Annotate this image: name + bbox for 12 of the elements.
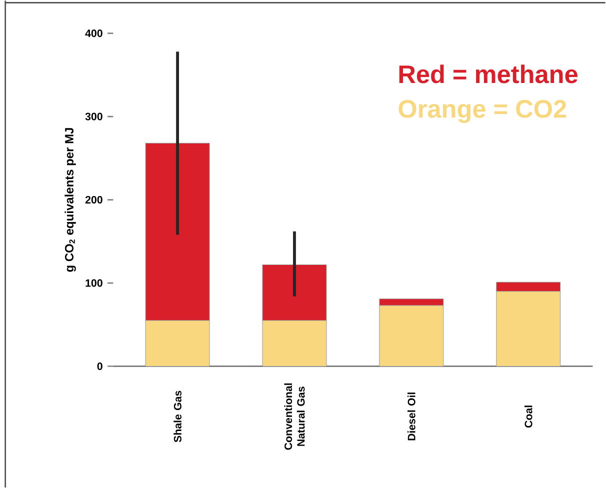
- x-tick-label: Diesel Oil: [407, 392, 416, 440]
- x-tick-label: Conventional Natural Gas: [284, 383, 305, 450]
- text: Red = methane: [399, 64, 578, 84]
- text: Orange = CO2: [398, 100, 566, 123]
- x-tick-label: Coal: [524, 406, 532, 428]
- y-tick-label: 100: [86, 279, 102, 287]
- y-tick-label: 0: [97, 362, 102, 370]
- y-tick-label: 300: [85, 112, 102, 120]
- x-tick-label: Shale Gas: [174, 390, 182, 442]
- y-axis-title: g CO$_{2}$ equivalents per MJ: [64, 128, 76, 272]
- y-tick-label: 400: [85, 29, 102, 38]
- y-tick-label: 200: [85, 196, 102, 204]
